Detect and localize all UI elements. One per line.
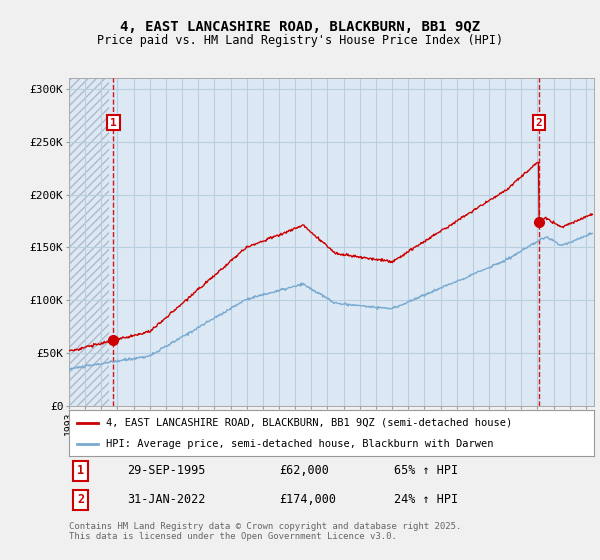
Text: 2: 2 [77, 493, 84, 506]
Text: £174,000: £174,000 [279, 493, 336, 506]
Text: 4, EAST LANCASHIRE ROAD, BLACKBURN, BB1 9QZ (semi-detached house): 4, EAST LANCASHIRE ROAD, BLACKBURN, BB1 … [106, 418, 512, 428]
Text: HPI: Average price, semi-detached house, Blackburn with Darwen: HPI: Average price, semi-detached house,… [106, 439, 493, 449]
Text: Contains HM Land Registry data © Crown copyright and database right 2025.
This d: Contains HM Land Registry data © Crown c… [69, 522, 461, 542]
Bar [69, 78, 109, 406]
Text: 4, EAST LANCASHIRE ROAD, BLACKBURN, BB1 9QZ: 4, EAST LANCASHIRE ROAD, BLACKBURN, BB1 … [120, 20, 480, 34]
Text: £62,000: £62,000 [279, 464, 329, 477]
Text: 1: 1 [110, 118, 117, 128]
Text: 1: 1 [77, 464, 84, 477]
Text: 24% ↑ HPI: 24% ↑ HPI [395, 493, 458, 506]
Text: 31-JAN-2022: 31-JAN-2022 [127, 493, 205, 506]
Text: 65% ↑ HPI: 65% ↑ HPI [395, 464, 458, 477]
Text: 29-SEP-1995: 29-SEP-1995 [127, 464, 205, 477]
Text: 2: 2 [535, 118, 542, 128]
Text: Price paid vs. HM Land Registry's House Price Index (HPI): Price paid vs. HM Land Registry's House … [97, 34, 503, 46]
